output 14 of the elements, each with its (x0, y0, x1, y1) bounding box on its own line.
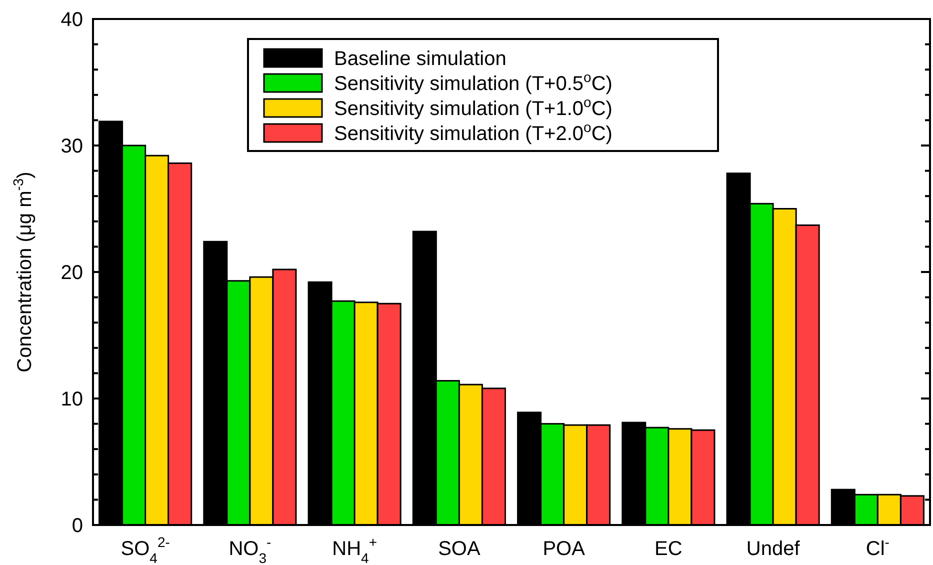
x-tick-label: EC (654, 538, 682, 560)
x-tick-label: SOA (438, 538, 481, 560)
legend-label: Sensitivity simulation (T+0.5$^{o}$C) (334, 69, 612, 95)
y-tick-label: 20 (60, 262, 83, 284)
legend-label: Baseline simulation (334, 48, 506, 70)
y-tick-label: 40 (60, 9, 83, 31)
y-tick-label: 30 (60, 136, 83, 158)
y-tick-label: 10 (60, 388, 83, 410)
x-tick-label: POA (542, 538, 586, 560)
legend-label: Sensitivity simulation (T+2.0$^{o}$C) (334, 119, 612, 145)
x-tick-label: Undef (746, 538, 800, 560)
legend-label: Sensitivity simulation (T+1.0$^{o}$C) (334, 94, 612, 120)
x-tick-label: Cl$^{-}$ (866, 534, 890, 560)
y-tick-label: 0 (72, 515, 83, 537)
